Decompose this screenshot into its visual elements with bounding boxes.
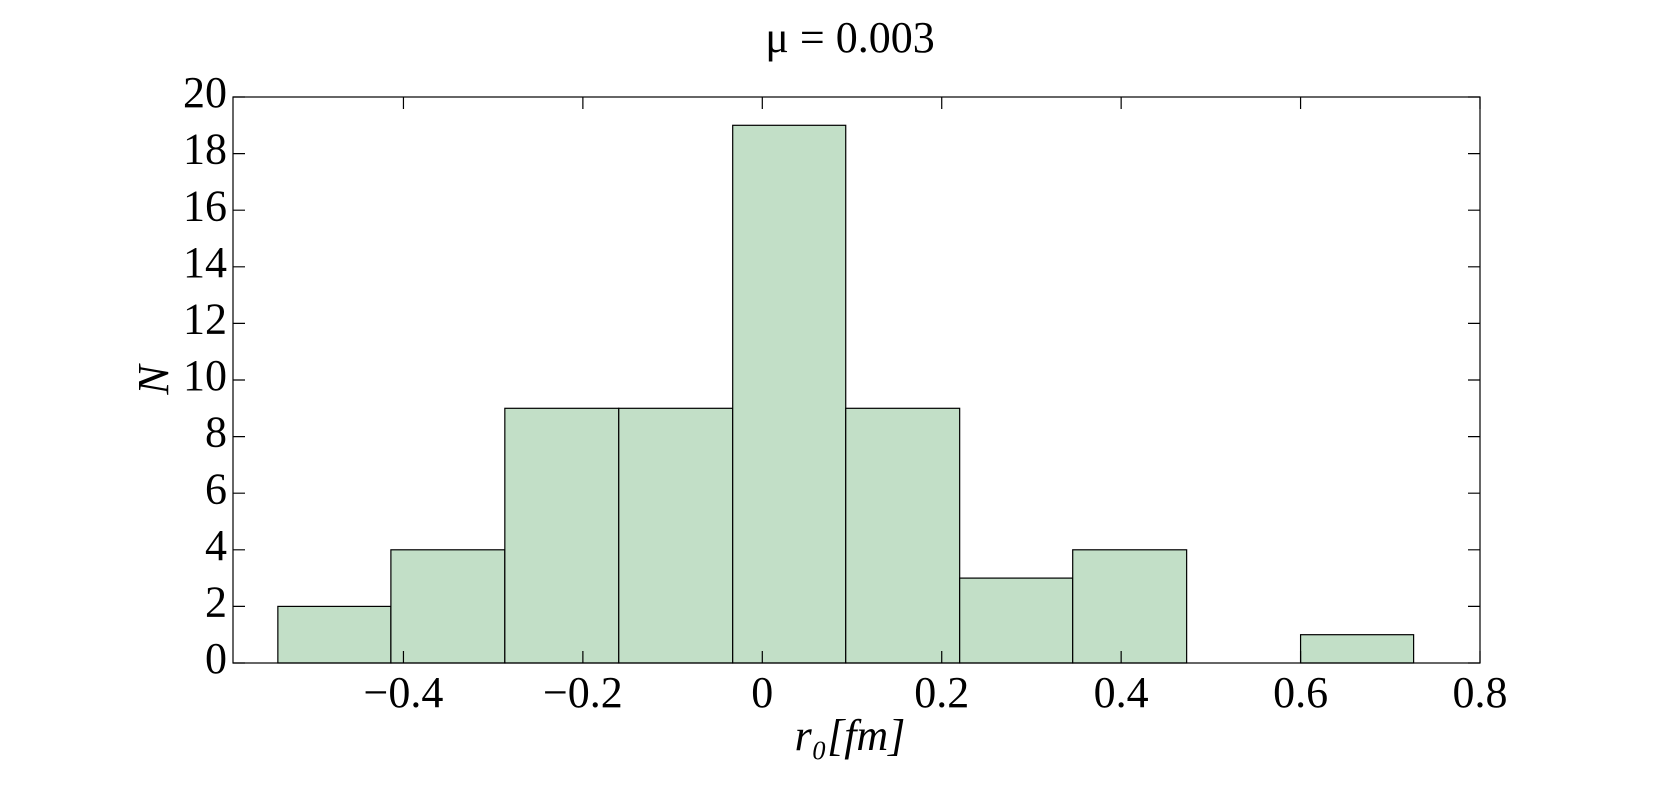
x-axis-label: r₀[fm] — [795, 711, 906, 760]
y-tick-label: 10 — [183, 351, 227, 400]
bar — [732, 124, 847, 664]
bar — [618, 407, 734, 664]
y-tick-label: 0 — [205, 634, 227, 683]
x-tick-label: −0.4 — [364, 668, 444, 717]
y-tick-label: 4 — [205, 521, 227, 570]
y-tick-label: 6 — [205, 464, 227, 513]
x-tick-label: 0.8 — [1453, 668, 1508, 717]
bar — [1072, 549, 1188, 664]
x-tick-label: −0.2 — [543, 668, 623, 717]
y-tick-label: 18 — [183, 125, 227, 174]
bar — [959, 577, 1074, 664]
y-axis-label: N — [129, 363, 178, 396]
x-tick-label: 0 — [751, 668, 773, 717]
y-tick-label: 14 — [183, 238, 227, 287]
y-tick-label: 16 — [183, 181, 227, 230]
bar — [1299, 634, 1415, 664]
x-tick-label: 0.2 — [914, 668, 969, 717]
x-tick-label: 0.6 — [1273, 668, 1328, 717]
x-tick-label: 0.4 — [1094, 668, 1149, 717]
y-tick-label: 20 — [183, 68, 227, 117]
bar — [504, 407, 620, 664]
bar — [390, 549, 506, 664]
bar — [845, 407, 961, 664]
y-tick-label: 12 — [183, 294, 227, 343]
y-tick-label: 2 — [205, 577, 227, 626]
chart-title: μ = 0.003 — [765, 13, 934, 62]
y-tick-label: 8 — [205, 408, 227, 457]
bar — [277, 605, 392, 664]
